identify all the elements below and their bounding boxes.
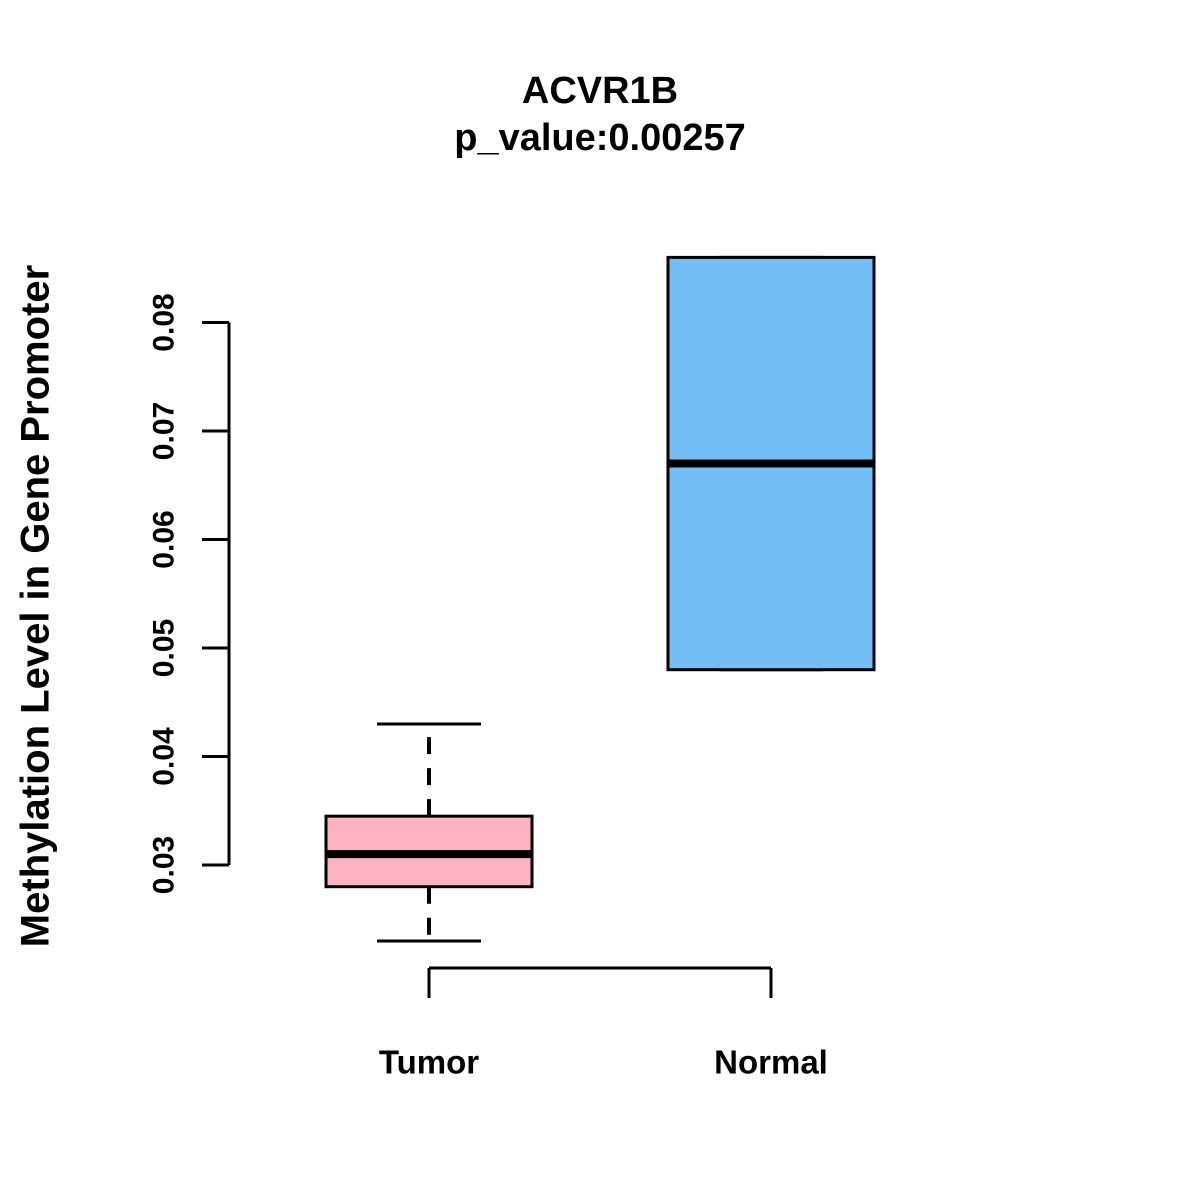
chart-title: ACVR1B — [521, 70, 679, 112]
x-category-label-normal: Normal — [714, 1044, 828, 1081]
y-tick-label: 0.06 — [148, 510, 181, 568]
y-tick-label: 0.07 — [148, 402, 181, 460]
y-tick-label: 0.05 — [148, 619, 181, 677]
x-category-label-tumor: Tumor — [379, 1044, 479, 1081]
y-tick-label: 0.04 — [148, 727, 181, 786]
chart-subtitle: p_value:0.00257 — [454, 117, 746, 159]
y-tick-label: 0.08 — [148, 293, 181, 351]
y-tick-label: 0.03 — [148, 836, 181, 894]
